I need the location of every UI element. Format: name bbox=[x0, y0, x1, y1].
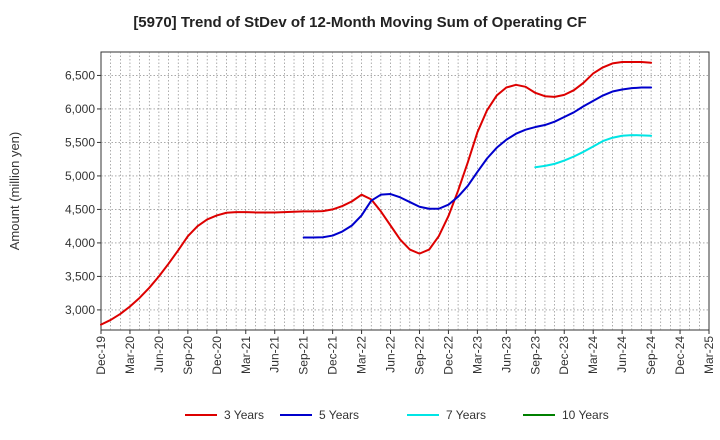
x-tick-label: Mar-22 bbox=[355, 336, 369, 374]
legend-label: 5 Years bbox=[319, 408, 359, 422]
legend-label: 7 Years bbox=[446, 408, 486, 422]
series-line bbox=[302, 86, 653, 239]
x-tick-label: Dec-24 bbox=[673, 336, 687, 375]
y-tick-label: 6,500 bbox=[65, 68, 95, 82]
x-tick-label: Dec-21 bbox=[326, 336, 340, 375]
x-tick-label: Dec-20 bbox=[210, 336, 224, 375]
x-tick-label: Dec-22 bbox=[441, 336, 455, 375]
plot-area-border bbox=[100, 51, 710, 331]
y-tick-label: 4,000 bbox=[65, 236, 95, 250]
x-tick-label: Sep-24 bbox=[644, 336, 658, 375]
y-tick-label: 5,000 bbox=[65, 169, 95, 183]
x-tick-label: Mar-24 bbox=[586, 336, 600, 374]
y-tick-label: 3,500 bbox=[65, 269, 95, 283]
x-tick-label: Mar-25 bbox=[702, 336, 716, 374]
legend-label: 3 Years bbox=[224, 408, 264, 422]
x-tick-label: Dec-19 bbox=[94, 336, 108, 375]
x-tick-label: Sep-20 bbox=[181, 336, 195, 375]
series-line bbox=[534, 134, 653, 169]
y-tick-label: 6,000 bbox=[65, 102, 95, 116]
x-tick-label: Sep-21 bbox=[297, 336, 311, 375]
x-tick-label: Jun-20 bbox=[152, 336, 166, 373]
y-tick-label: 5,500 bbox=[65, 135, 95, 149]
y-tick-label: 3,000 bbox=[65, 303, 95, 317]
series-line bbox=[100, 61, 653, 326]
x-tick-label: Sep-22 bbox=[412, 336, 426, 375]
x-tick-label: Jun-24 bbox=[615, 336, 629, 373]
x-tick-label: Jun-21 bbox=[268, 336, 282, 373]
x-tick-label: Dec-23 bbox=[557, 336, 571, 375]
x-tick-label: Mar-23 bbox=[470, 336, 484, 374]
x-tick-label: Jun-23 bbox=[499, 336, 513, 373]
legend-label: 10 Years bbox=[562, 408, 609, 422]
y-tick-label: 4,500 bbox=[65, 202, 95, 216]
x-tick-label: Mar-21 bbox=[239, 336, 253, 374]
x-tick-label: Sep-23 bbox=[528, 336, 542, 375]
x-tick-label: Mar-20 bbox=[123, 336, 137, 374]
y-axis-label: Amount (million yen) bbox=[7, 132, 22, 251]
chart-title: [5970] Trend of StDev of 12-Month Moving… bbox=[133, 14, 587, 31]
x-tick-label: Jun-22 bbox=[384, 336, 398, 373]
